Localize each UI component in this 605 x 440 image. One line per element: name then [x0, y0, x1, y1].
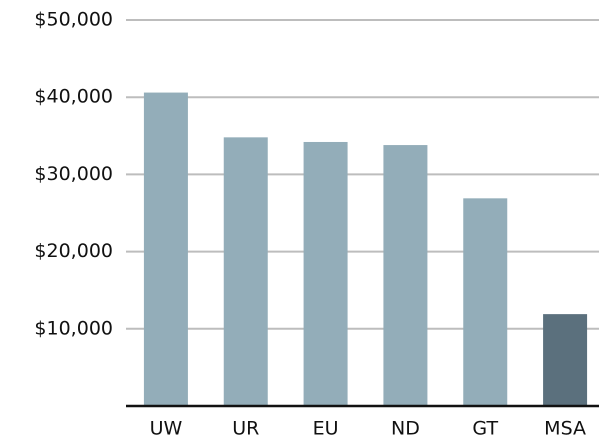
y-tick-label: $10,000 [34, 317, 113, 339]
x-tick-label: MSA [544, 418, 586, 440]
y-tick-label: $20,000 [34, 240, 113, 262]
x-tick-label: GT [472, 418, 498, 440]
bar [383, 145, 428, 406]
x-tick-label: EU [313, 418, 339, 440]
x-tick-label: ND [391, 418, 420, 440]
y-tick-label: $40,000 [34, 86, 113, 108]
bar [223, 137, 268, 406]
bar [463, 198, 508, 406]
bar [303, 141, 348, 406]
y-tick-label: $50,000 [34, 9, 113, 31]
x-tick-label: UR [232, 418, 259, 440]
y-tick-label: $30,000 [34, 163, 113, 185]
x-tick-label: UW [150, 418, 183, 440]
bar [143, 92, 188, 407]
bar [543, 314, 588, 406]
